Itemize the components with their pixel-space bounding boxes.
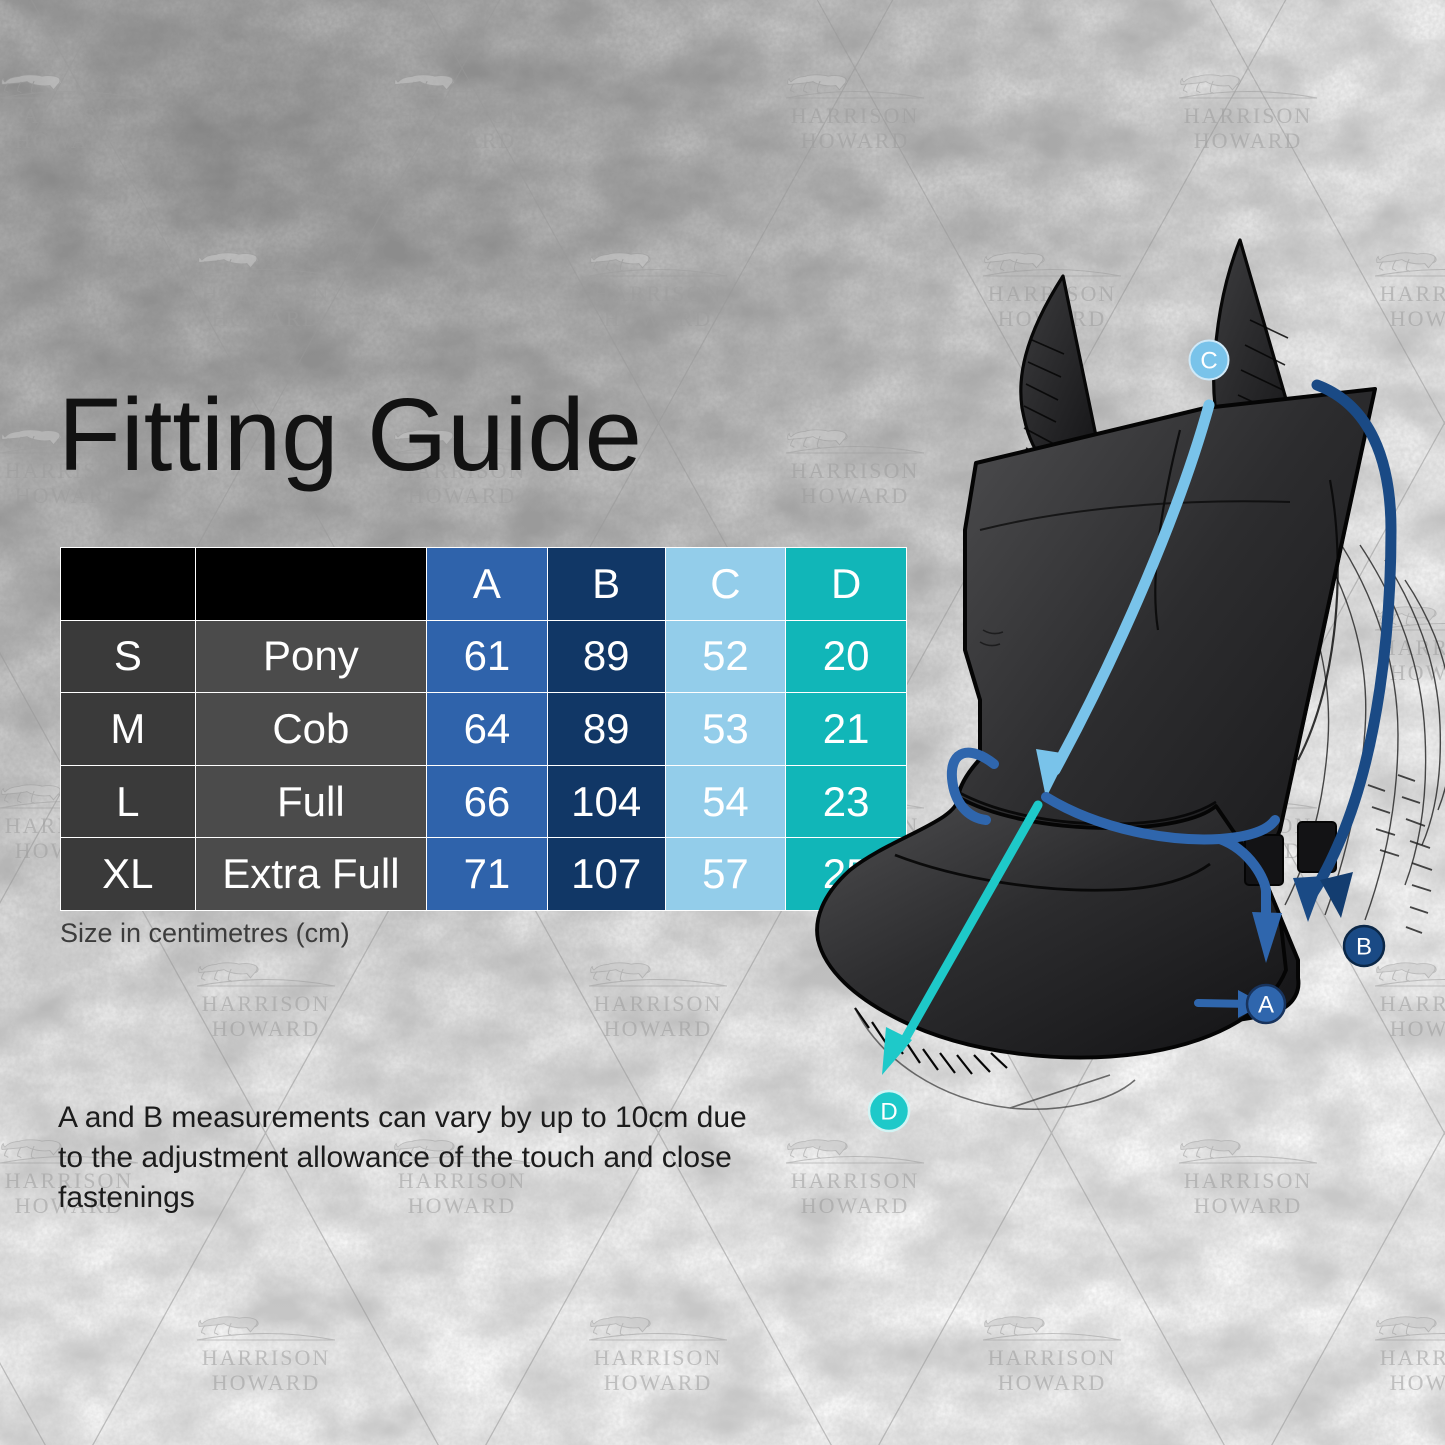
svg-text:B: B [1356, 934, 1372, 961]
svg-text:D: D [880, 1099, 897, 1126]
svg-text:A: A [1258, 992, 1274, 1019]
svg-text:C: C [1200, 348, 1217, 375]
